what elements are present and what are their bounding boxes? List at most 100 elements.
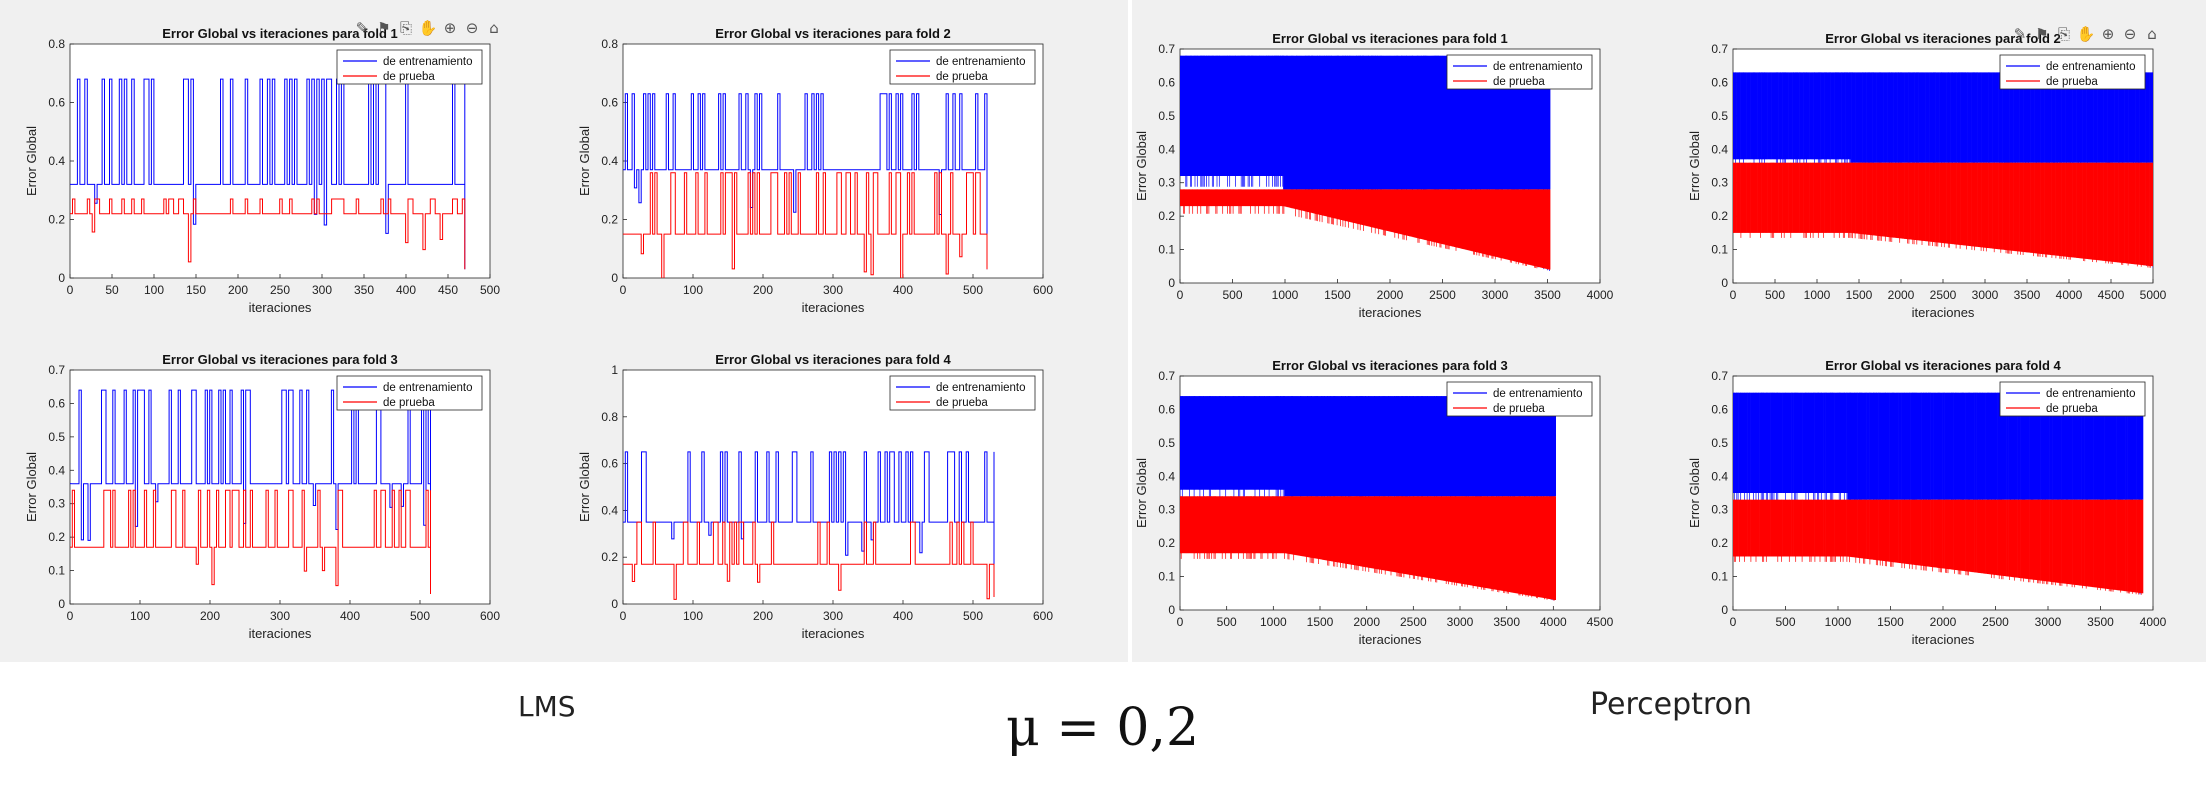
chart-8: Error Global vs iteraciones para fold 4 i…	[1687, 358, 2167, 647]
x-tick-label: 4000	[1540, 615, 1567, 629]
x-tick-label: 0	[67, 283, 74, 297]
y-tick-label: 0	[1721, 276, 1728, 290]
x-tick-label: 4000	[1587, 288, 1614, 302]
y-tick-label: 0.5	[1158, 109, 1175, 123]
x-tick-label: 1500	[1877, 615, 1904, 629]
y-tick-label: 0.6	[1158, 75, 1175, 89]
x-tick-label: 100	[144, 283, 164, 297]
x-tick-label: 300	[823, 609, 843, 623]
x-tick-label: 500	[1217, 615, 1237, 629]
x-tick-label: 4000	[2140, 615, 2167, 629]
x-tick-label: 5000	[2140, 288, 2167, 302]
x-tick-label: 3500	[2014, 288, 2041, 302]
x-tick-label: 3000	[1482, 288, 1509, 302]
y-tick-label: 0.8	[48, 37, 65, 51]
y-tick-label: 0.6	[1711, 402, 1728, 416]
zoom-in-icon[interactable]: ⊕	[443, 19, 457, 37]
x-tick-label: 500	[480, 283, 500, 297]
y-tick-label: 0.4	[601, 154, 618, 168]
series-line	[70, 389, 431, 594]
figure-toolbar-1: ✎ ⚑ ⎘ ✋ ⊕ ⊖ ⌂	[352, 18, 504, 38]
y-tick-label: 0.8	[601, 37, 618, 51]
zoom-out-icon[interactable]: ⊖	[465, 19, 479, 37]
legend-box	[889, 49, 1036, 85]
legend-label: de prueba	[1493, 76, 1545, 88]
zoom-in-icon[interactable]: ⊕	[2101, 25, 2115, 43]
x-tick-label: 0	[1730, 615, 1737, 629]
y-tick-label: 0.5	[1711, 109, 1728, 123]
y-axis-label: Error Global	[1134, 131, 1149, 201]
x-tick-label: 2500	[1930, 288, 1957, 302]
zoom-out-icon[interactable]: ⊖	[2123, 25, 2137, 43]
legend-label: de entrenamiento	[1493, 61, 1583, 73]
legend-label: de entrenamiento	[383, 382, 473, 394]
y-tick-label: 1	[611, 363, 618, 377]
y-axis-label: Error Global	[24, 126, 39, 196]
x-tick-label: 3500	[1534, 288, 1561, 302]
y-tick-label: 0.6	[1158, 402, 1175, 416]
y-tick-label: 0.8	[601, 410, 618, 424]
y-tick-label: 0.5	[48, 430, 65, 444]
tag-icon[interactable]: ⚑	[377, 19, 391, 37]
legend-label: de prueba	[383, 397, 435, 409]
brush-icon[interactable]: ✎	[355, 19, 369, 37]
y-tick-label: 0.4	[601, 503, 618, 517]
home-icon[interactable]: ⌂	[489, 19, 499, 37]
mu-formula: μ = 0,2	[1006, 698, 1200, 758]
y-tick-label: 0.6	[601, 457, 618, 471]
x-tick-label: 3000	[1447, 615, 1474, 629]
x-tick-label: 450	[438, 283, 458, 297]
pan-icon[interactable]: ✋	[418, 19, 438, 37]
chart-1: Error Global vs iteraciones para fold 1 i…	[24, 26, 500, 315]
y-tick-label: 0.4	[1711, 469, 1728, 483]
x-tick-label: 1500	[1307, 615, 1334, 629]
y-tick-label: 0	[58, 271, 65, 285]
x-axis-label: iteraciones	[802, 300, 865, 315]
y-tick-label: 0.2	[1711, 536, 1728, 550]
x-tick-label: 200	[753, 283, 773, 297]
legend-label: de prueba	[1493, 403, 1545, 415]
home-icon[interactable]: ⌂	[2147, 25, 2157, 43]
tag-icon[interactable]: ⚑	[2035, 25, 2049, 43]
legend-box	[336, 49, 483, 85]
chart-7: Error Global vs iteraciones para fold 3 i…	[1134, 358, 1614, 647]
x-tick-label: 0	[620, 283, 627, 297]
pan-icon[interactable]: ✋	[2076, 25, 2096, 43]
y-tick-label: 0	[1168, 276, 1175, 290]
export-icon[interactable]: ⎘	[2057, 25, 2070, 43]
y-tick-label: 0.7	[1711, 369, 1728, 383]
x-tick-label: 500	[410, 609, 430, 623]
y-tick-label: 0	[1721, 603, 1728, 617]
y-tick-label: 0.3	[1711, 503, 1728, 517]
x-tick-label: 2000	[1930, 615, 1957, 629]
y-tick-label: 0.2	[601, 550, 618, 564]
y-tick-label: 0.2	[1711, 209, 1728, 223]
y-tick-label: 0.5	[1158, 436, 1175, 450]
x-axis-label: iteraciones	[1359, 632, 1422, 647]
y-axis-label: Error Global	[1687, 458, 1702, 528]
y-tick-label: 0.3	[1711, 176, 1728, 190]
legend-label: de prueba	[936, 397, 988, 409]
x-tick-label: 600	[480, 609, 500, 623]
x-tick-label: 1000	[1804, 288, 1831, 302]
x-axis-label: iteraciones	[1359, 305, 1422, 320]
y-tick-label: 0.3	[1158, 176, 1175, 190]
y-tick-label: 0.1	[1711, 243, 1728, 257]
legend-label: de entrenamiento	[2046, 61, 2136, 73]
x-axis-label: iteraciones	[802, 626, 865, 641]
x-tick-label: 500	[1775, 615, 1795, 629]
chart-2: Error Global vs iteraciones para fold 2 i…	[577, 26, 1053, 315]
legend-label: de entrenamiento	[936, 382, 1026, 394]
y-tick-label: 0	[611, 597, 618, 611]
y-tick-label: 0.4	[48, 154, 65, 168]
brush-icon[interactable]: ✎	[2013, 25, 2027, 43]
y-tick-label: 0.4	[1158, 142, 1175, 156]
export-icon[interactable]: ⎘	[399, 19, 412, 37]
x-tick-label: 500	[963, 609, 983, 623]
y-tick-label: 0.1	[48, 564, 65, 578]
x-tick-label: 300	[270, 609, 290, 623]
chart-title: Error Global vs iteraciones para fold 2	[1825, 31, 2061, 46]
x-tick-label: 4500	[1587, 615, 1614, 629]
legend-label: de prueba	[2046, 403, 2098, 415]
y-tick-label: 0.1	[1158, 243, 1175, 257]
